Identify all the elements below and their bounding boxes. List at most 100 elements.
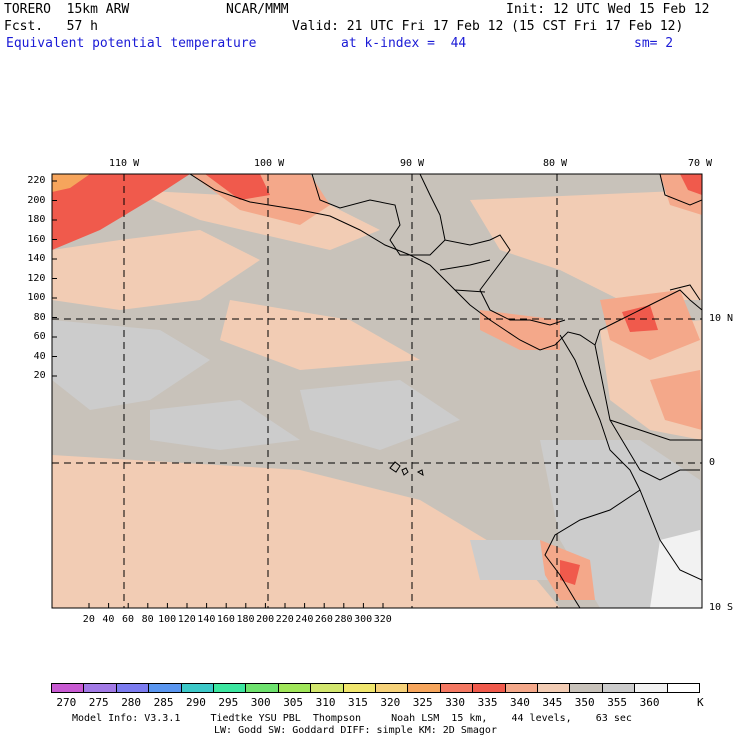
x-tick-label: 160 (216, 614, 235, 625)
field-name: Equivalent potential temperature (6, 36, 257, 51)
colorbar-label: 345 (542, 696, 563, 709)
lat-label-10s: 10 S (709, 602, 734, 613)
forecast-hour: Fcst. 57 h (4, 19, 98, 34)
lon-label-100w: 100 W (254, 158, 285, 169)
physics-info: LW: Godd SW: Goddard DIFF: simple KM: 2D… (214, 725, 497, 736)
y-tick-label: 120 (27, 272, 46, 284)
x-tick-label: 200 (256, 614, 275, 625)
coastline-venezuela (669, 284, 701, 301)
colorbar-label: 295 (218, 696, 239, 709)
colorbar-label: 355 (607, 696, 628, 709)
x-tick-label: 260 (314, 614, 333, 625)
lon-label-70w: 70 W (688, 158, 713, 169)
axis-ticks (52, 180, 384, 608)
field-red-peru (560, 560, 580, 585)
x-tick-label: 120 (177, 614, 196, 625)
colorbar-label: 340 (510, 696, 530, 709)
colorbar-label: 320 (380, 696, 401, 709)
yucatan-coast (419, 174, 446, 241)
colorbar-label: 275 (88, 696, 109, 709)
graticule (52, 174, 702, 608)
colorbar-unit: K (697, 696, 704, 709)
lon-label-80w: 80 W (543, 158, 568, 169)
colorbar-label: 300 (250, 696, 271, 709)
x-tick-label: 240 (295, 614, 314, 625)
field-salmon-costarica (480, 310, 560, 350)
colorbar-swatch (504, 683, 538, 693)
field-red-ne (680, 174, 702, 195)
colorbar-swatch (439, 683, 474, 693)
colorbar-swatch (634, 683, 668, 693)
x-tick-label: 60 (122, 614, 135, 625)
y-tick-label: 60 (33, 331, 46, 342)
x-tick-label: 280 (334, 614, 353, 625)
colorbar-label: 315 (348, 696, 368, 709)
colorbar-label: 285 (153, 696, 174, 709)
galapagos-islands (389, 461, 424, 477)
colorbar-label: 360 (639, 696, 660, 709)
field-layer (52, 174, 702, 608)
field-peach-caribbean (470, 190, 702, 300)
y-tick-label: 40 (33, 350, 46, 362)
x-tick-label: 20 (82, 614, 95, 625)
colorbar-swatch (666, 683, 700, 693)
field-grey-west (52, 320, 210, 410)
colorbar-swatch (245, 683, 279, 693)
y-tick-label: 220 (27, 175, 46, 186)
plot-frame (51, 173, 703, 609)
y-tick-label: 180 (27, 214, 46, 225)
colorbar-label: 325 (412, 696, 433, 709)
y-tick-label: 80 (33, 311, 46, 323)
field-orange-corner (52, 174, 90, 192)
x-tick-label: 220 (275, 614, 294, 625)
colorbar-swatch (537, 683, 571, 693)
colorbar-swatch (472, 683, 506, 693)
colorbar-swatch (342, 683, 376, 693)
colorbar-label: 350 (574, 696, 595, 709)
smoothing: sm= 2 (634, 36, 674, 51)
colorbar-label: 280 (121, 696, 142, 709)
colorbar-label: 305 (283, 696, 304, 709)
lon-label-110w: 110 W (109, 158, 140, 169)
colorbar-swatch (115, 683, 150, 693)
border-ecuador (609, 419, 702, 441)
y-tick-label: 160 (27, 233, 46, 245)
colorbar-swatch (310, 683, 344, 693)
field-red-nw (52, 174, 190, 250)
field-grey-south (470, 540, 550, 580)
colorbar-label: 310 (315, 696, 336, 709)
border-honduras (439, 259, 491, 271)
x-tick-label: 80 (141, 614, 154, 625)
colorbar-swatch (213, 683, 247, 693)
x-tick-label: 140 (197, 614, 216, 625)
level-index: at k-index = 44 (341, 36, 467, 51)
y-tick-label: 20 (33, 370, 46, 381)
border-nicaragua (454, 289, 486, 293)
center-name: NCAR/MMM (226, 2, 289, 17)
colorbar-swatch (277, 683, 312, 693)
coastlines (189, 174, 702, 608)
colorbar-label: 270 (56, 696, 77, 709)
model-info: Model Info: V3.3.1 Tiedtke YSU PBL Thomp… (72, 713, 632, 724)
y-tick-label: 100 (27, 292, 46, 303)
x-tick-label: 100 (158, 614, 177, 625)
colorbar-label: 290 (186, 696, 206, 709)
field-red-mexico (205, 174, 270, 200)
coastline-caribbean-side (311, 174, 566, 326)
colorbar-swatch (601, 683, 636, 693)
y-tick-label: 140 (27, 253, 46, 264)
field-grey-mid (150, 400, 300, 450)
field-grey-center (300, 380, 460, 450)
colorbar-swatch (180, 683, 214, 693)
coastline-caribbean-ne (659, 174, 702, 206)
field-peach-south (52, 455, 560, 608)
valid-time: Valid: 21 UTC Fri 17 Feb 12 (15 CST Fri … (292, 19, 684, 34)
x-tick-label: 40 (102, 614, 115, 625)
lat-label-10n: 10 N (709, 313, 734, 324)
lat-label-0: 0 (709, 457, 716, 468)
colorbar-swatch (569, 683, 603, 693)
border-colombia (594, 344, 700, 481)
field-peach-center (220, 300, 420, 370)
field-salmon-east (650, 370, 702, 430)
